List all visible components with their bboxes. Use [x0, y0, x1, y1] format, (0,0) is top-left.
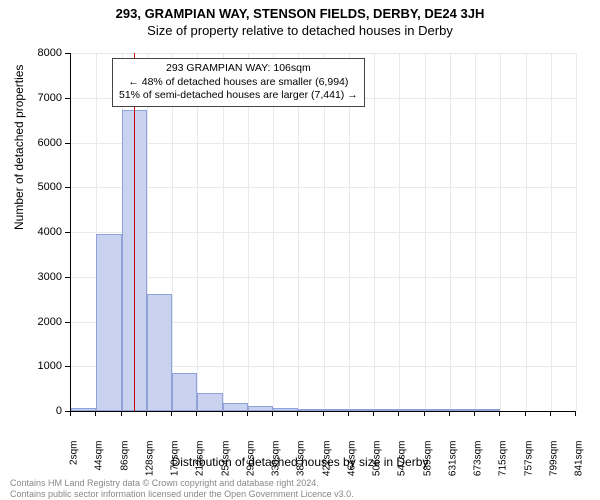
xtick-label: 2sqm: [69, 441, 80, 489]
xtick-mark: [398, 411, 399, 416]
chart-title-main: 293, GRAMPIAN WAY, STENSON FIELDS, DERBY…: [0, 0, 600, 21]
histogram-bar: [450, 409, 475, 411]
annotation-line-1: 293 GRAMPIAN WAY: 106sqm: [119, 62, 358, 76]
histogram-bar: [248, 406, 273, 411]
xtick-mark: [247, 411, 248, 416]
xtick-mark: [424, 411, 425, 416]
xtick-label: 506sqm: [372, 441, 383, 489]
xtick-label: 799sqm: [548, 441, 559, 489]
ytick-label: 5000: [0, 181, 62, 193]
annotation-line-3: 51% of semi-detached houses are larger (…: [119, 89, 358, 103]
ytick-mark: [65, 143, 70, 144]
gridline-v: [576, 53, 577, 411]
xtick-mark: [95, 411, 96, 416]
xtick-mark: [323, 411, 324, 416]
histogram-bar: [425, 409, 450, 411]
ytick-label: 8000: [0, 47, 62, 59]
xtick-label: 170sqm: [170, 441, 181, 489]
histogram-bar: [197, 393, 222, 411]
histogram-bar: [273, 408, 298, 411]
ytick-mark: [65, 232, 70, 233]
ytick-label: 0: [0, 405, 62, 417]
xtick-label: 757sqm: [523, 441, 534, 489]
xtick-label: 464sqm: [346, 441, 357, 489]
chart-title-sub: Size of property relative to detached ho…: [0, 21, 600, 38]
xtick-label: 254sqm: [220, 441, 231, 489]
gridline-v: [374, 53, 375, 411]
histogram-bar: [71, 408, 96, 411]
xtick-mark: [348, 411, 349, 416]
xtick-mark: [499, 411, 500, 416]
histogram-bar: [475, 409, 500, 411]
xtick-label: 673sqm: [473, 441, 484, 489]
gridline-v: [500, 53, 501, 411]
xtick-label: 841sqm: [574, 441, 585, 489]
ytick-mark: [65, 98, 70, 99]
xtick-mark: [575, 411, 576, 416]
ytick-label: 2000: [0, 316, 62, 328]
xtick-mark: [222, 411, 223, 416]
xtick-label: 296sqm: [245, 441, 256, 489]
histogram-bar: [324, 409, 349, 411]
histogram-bar: [298, 409, 323, 411]
histogram-bar: [147, 294, 172, 411]
ytick-mark: [65, 322, 70, 323]
xtick-mark: [121, 411, 122, 416]
ytick-mark: [65, 187, 70, 188]
ytick-mark: [65, 53, 70, 54]
gridline-v: [551, 53, 552, 411]
ytick-mark: [65, 366, 70, 367]
histogram-bar: [96, 234, 121, 411]
annotation-box: 293 GRAMPIAN WAY: 106sqm← 48% of detache…: [112, 58, 365, 107]
ytick-label: 6000: [0, 137, 62, 149]
xtick-mark: [373, 411, 374, 416]
xtick-mark: [196, 411, 197, 416]
xtick-label: 128sqm: [144, 441, 155, 489]
xtick-label: 212sqm: [195, 441, 206, 489]
xtick-label: 715sqm: [498, 441, 509, 489]
histogram-bar: [374, 409, 399, 411]
gridline-v: [425, 53, 426, 411]
xtick-mark: [171, 411, 172, 416]
gridline-v: [475, 53, 476, 411]
ytick-mark: [65, 277, 70, 278]
xtick-label: 44sqm: [94, 441, 105, 489]
xtick-mark: [272, 411, 273, 416]
chart-container: 293, GRAMPIAN WAY, STENSON FIELDS, DERBY…: [0, 0, 600, 500]
gridline-v: [399, 53, 400, 411]
xtick-mark: [70, 411, 71, 416]
ytick-label: 7000: [0, 92, 62, 104]
ytick-label: 3000: [0, 271, 62, 283]
gridline-v: [450, 53, 451, 411]
xtick-mark: [297, 411, 298, 416]
xtick-mark: [449, 411, 450, 416]
ytick-label: 1000: [0, 360, 62, 372]
gridline-v: [526, 53, 527, 411]
xtick-label: 547sqm: [397, 441, 408, 489]
histogram-bar: [349, 409, 374, 411]
xtick-mark: [525, 411, 526, 416]
xtick-label: 422sqm: [321, 441, 332, 489]
xtick-label: 380sqm: [296, 441, 307, 489]
histogram-bar: [399, 409, 424, 411]
xtick-mark: [146, 411, 147, 416]
xtick-label: 86sqm: [119, 441, 130, 489]
histogram-bar: [223, 403, 248, 412]
annotation-line-2: ← 48% of detached houses are smaller (6,…: [119, 76, 358, 90]
xtick-label: 589sqm: [422, 441, 433, 489]
footer-copyright-2: Contains public sector information licen…: [10, 489, 354, 499]
ytick-label: 4000: [0, 226, 62, 238]
xtick-label: 338sqm: [271, 441, 282, 489]
xtick-mark: [550, 411, 551, 416]
xtick-mark: [474, 411, 475, 416]
histogram-bar: [172, 373, 197, 411]
xtick-label: 631sqm: [447, 441, 458, 489]
